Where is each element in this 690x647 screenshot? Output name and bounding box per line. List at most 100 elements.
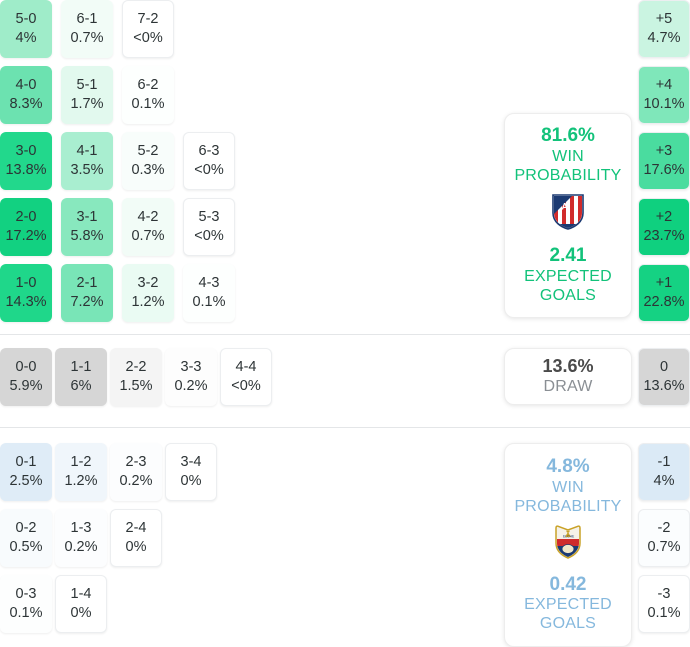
score-label: 5-2	[137, 143, 159, 160]
score-label: 3-3	[180, 359, 202, 376]
score-cell[interactable]: 0-2 0.5%	[0, 509, 52, 567]
score-cell[interactable]: 5-2 0.3%	[122, 132, 174, 190]
margin-cell[interactable]: 0 13.6%	[638, 348, 690, 406]
score-cell[interactable]: 6-1 0.7%	[61, 0, 113, 58]
score-cell[interactable]: 3-3 0.2%	[165, 348, 217, 406]
margin-label: +2	[655, 209, 673, 226]
score-label: 2-1	[76, 275, 98, 292]
score-cell[interactable]: 4-3 0.1%	[183, 264, 235, 322]
score-cell[interactable]: 4-1 3.5%	[61, 132, 113, 190]
score-cell[interactable]: 0-0 5.9%	[0, 348, 52, 406]
score-cell[interactable]: 3-1 5.8%	[61, 198, 113, 256]
score-cell[interactable]: 1-2 1.2%	[55, 443, 107, 501]
score-cell[interactable]: 2-3 0.2%	[110, 443, 162, 501]
score-probability: 0.2%	[119, 473, 153, 489]
margin-cell[interactable]: -3 0.1%	[638, 575, 690, 633]
svg-text:A: A	[562, 202, 569, 212]
score-cell[interactable]: 5-0 4%	[0, 0, 52, 58]
score-cell[interactable]: 2-2 1.5%	[110, 348, 162, 406]
score-label: 0-3	[15, 586, 37, 603]
score-label: 1-1	[70, 359, 92, 376]
margin-cell[interactable]: +2 23.7%	[638, 198, 690, 256]
score-cell[interactable]: 1-4 0%	[55, 575, 107, 633]
margin-cell[interactable]: +4 10.1%	[638, 66, 690, 124]
score-cell[interactable]: 3-0 13.8%	[0, 132, 52, 190]
score-cell[interactable]: 3-2 1.2%	[122, 264, 174, 322]
score-cell[interactable]: 1-3 0.2%	[55, 509, 107, 567]
score-cell[interactable]: 0-1 2.5%	[0, 443, 52, 501]
score-cell[interactable]: 6-2 0.1%	[122, 66, 174, 124]
home-win-probability-label-2: PROBABILITY	[514, 167, 622, 185]
score-probability: 0.2%	[64, 539, 98, 555]
margin-probability: 4.7%	[647, 30, 681, 46]
score-label: 2-4	[125, 520, 147, 537]
score-cell[interactable]: 3-4 0%	[165, 443, 217, 501]
score-probability: 5.9%	[9, 378, 43, 394]
margin-cell[interactable]: +1 22.8%	[638, 264, 690, 322]
score-label: 2-2	[125, 359, 147, 376]
section-divider-bottom	[0, 427, 690, 428]
draw-probability-value: 13.6%	[542, 356, 594, 377]
score-probability: 0%	[70, 605, 92, 621]
score-cell[interactable]: 5-1 1.7%	[61, 66, 113, 124]
score-cell[interactable]: 4-2 0.7%	[122, 198, 174, 256]
score-cell[interactable]: 7-2 <0%	[122, 0, 174, 58]
score-label: 0-1	[15, 454, 37, 471]
away-win-summary-panel: 4.8% WIN PROBABILITY ELCHE 0.42 EXPECTE	[504, 443, 632, 647]
score-probability: <0%	[194, 162, 224, 178]
score-label: 0-2	[15, 520, 37, 537]
score-label: 7-2	[137, 11, 159, 28]
away-win-probability-value: 4.8%	[546, 455, 590, 477]
score-probability: 1.7%	[70, 96, 104, 112]
score-label: 4-1	[76, 143, 98, 160]
score-probability: 1.2%	[64, 473, 98, 489]
score-label: 6-3	[198, 143, 220, 160]
margin-probability: 22.8%	[643, 294, 685, 310]
margin-cell[interactable]: -2 0.7%	[638, 509, 690, 567]
score-cell[interactable]: 2-1 7.2%	[61, 264, 113, 322]
score-probability: <0%	[133, 30, 163, 46]
score-cell[interactable]: 6-3 <0%	[183, 132, 235, 190]
score-cell[interactable]: 1-1 6%	[55, 348, 107, 406]
score-label: 4-0	[15, 77, 37, 94]
score-cell[interactable]: 5-3 <0%	[183, 198, 235, 256]
score-probability: 0.7%	[131, 228, 165, 244]
score-label: 2-0	[15, 209, 37, 226]
home-win-summary-panel: 81.6% WIN PROBABILITY A	[504, 113, 632, 318]
score-cell[interactable]: 4-0 8.3%	[0, 66, 52, 124]
margin-label: +5	[655, 11, 673, 28]
score-label: 4-3	[198, 275, 220, 292]
score-probability: 0%	[180, 473, 202, 489]
away-expected-goals-label-1: EXPECTED	[524, 596, 612, 614]
margin-label: +1	[655, 275, 673, 292]
margin-label: +4	[655, 77, 673, 94]
score-probability: 0.1%	[192, 294, 226, 310]
margin-probability: 4%	[653, 473, 675, 489]
score-probability: 5.8%	[70, 228, 104, 244]
margin-probability: 13.6%	[643, 378, 685, 394]
elche-crest-icon: ELCHE	[552, 524, 584, 565]
margin-probability: 23.7%	[643, 228, 685, 244]
score-cell[interactable]: 2-0 17.2%	[0, 198, 52, 256]
score-probability: 8.3%	[9, 96, 43, 112]
score-cell[interactable]: 1-0 14.3%	[0, 264, 52, 322]
score-label: 1-0	[15, 275, 37, 292]
margin-probability: 0.1%	[647, 605, 681, 621]
score-cell[interactable]: 2-4 0%	[110, 509, 162, 567]
margin-cell[interactable]: +3 17.6%	[638, 132, 690, 190]
score-label: 1-4	[70, 586, 92, 603]
margin-label: -3	[657, 586, 671, 603]
section-divider-top	[0, 334, 690, 335]
score-probability: 0.1%	[9, 605, 43, 621]
home-win-probability-value: 81.6%	[541, 125, 595, 147]
score-probability: 6%	[70, 378, 92, 394]
score-label: 2-3	[125, 454, 147, 471]
score-cell[interactable]: 4-4 <0%	[220, 348, 272, 406]
margin-cell[interactable]: -1 4%	[638, 443, 690, 501]
margin-label: -2	[657, 520, 671, 537]
score-probability: 13.8%	[5, 162, 47, 178]
score-cell[interactable]: 0-3 0.1%	[0, 575, 52, 633]
margin-cell[interactable]: +5 4.7%	[638, 0, 690, 58]
home-expected-goals-label-1: EXPECTED	[524, 267, 612, 285]
away-win-probability-label-1: WIN	[552, 478, 584, 496]
